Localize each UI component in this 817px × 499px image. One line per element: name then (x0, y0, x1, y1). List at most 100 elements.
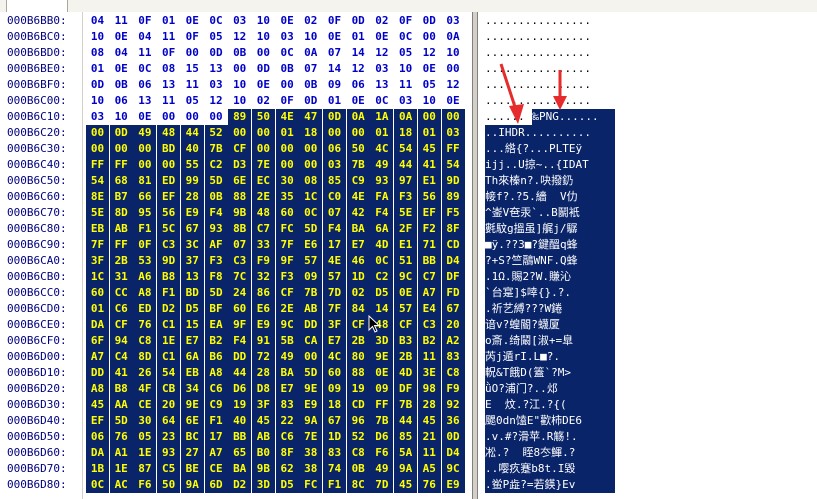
hex-byte[interactable]: DA (86, 445, 109, 461)
hex-byte[interactable]: 56 (417, 189, 441, 205)
hex-byte[interactable]: CE (133, 397, 157, 413)
hex-byte[interactable]: 67 (441, 301, 465, 317)
ascii-text-selected[interactable]: .v.#?滑苹.R觞!. (485, 429, 615, 445)
hex-byte[interactable]: 51 (394, 253, 418, 269)
hex-byte[interactable]: 0E (375, 30, 389, 43)
hex-byte[interactable]: 00 (417, 109, 441, 125)
hex-byte[interactable]: C7 (251, 221, 275, 237)
hex-byte[interactable]: F1 (323, 477, 346, 493)
hex-byte[interactable]: 7D (323, 285, 346, 301)
hex-byte[interactable]: C9 (204, 397, 228, 413)
hex-byte[interactable]: 00 (228, 125, 252, 141)
hex-byte[interactable]: 40 (228, 413, 252, 429)
hex-byte[interactable]: 0E (422, 62, 436, 75)
hex-byte[interactable]: 0F (161, 46, 176, 59)
hex-byte[interactable]: 3C (180, 237, 204, 253)
hex-byte[interactable]: DF (441, 269, 465, 285)
hex-pane[interactable]: 04 11 0F 01 0E 0C 03 10 0E 02 0F 0D 02 0F 0D 03 10 0E 04 11… (83, 12, 472, 499)
ascii-text-selected[interactable]: .鲎P歮?=若鍈}Ev (485, 477, 615, 493)
hex-byte[interactable]: 9E (180, 397, 204, 413)
hex-byte[interactable]: C6 (275, 429, 299, 445)
hex-byte[interactable]: 48 (251, 205, 275, 221)
hex-byte[interactable]: 13 (138, 94, 152, 107)
hex-byte[interactable]: 67 (180, 221, 204, 237)
hex-byte[interactable]: 00 (323, 125, 346, 141)
hex-byte[interactable]: 3F (86, 253, 109, 269)
hex-byte[interactable]: 97 (394, 173, 418, 189)
hex-byte[interactable]: CC (109, 285, 133, 301)
hex-byte[interactable]: 83 (275, 397, 299, 413)
ascii-text-selected[interactable]: ..嘤疚蹇b8t.I毀 (485, 461, 615, 477)
hex-byte[interactable]: 30 (275, 173, 299, 189)
hex-byte[interactable]: 38 (299, 445, 323, 461)
hex-byte[interactable]: 56 (157, 205, 181, 221)
hex-byte[interactable]: 9C (394, 269, 418, 285)
hex-byte[interactable]: F6 (370, 445, 394, 461)
hex-byte[interactable]: 6D (204, 477, 228, 493)
hex-byte[interactable]: 7B (204, 141, 228, 157)
hex-byte[interactable]: E9 (441, 477, 465, 493)
hex-byte[interactable]: DD (228, 349, 252, 365)
hex-byte[interactable]: F1 (157, 285, 181, 301)
hex-byte[interactable]: F4 (323, 221, 346, 237)
hex-byte[interactable]: 01 (90, 62, 105, 75)
hex-byte[interactable]: E9 (180, 205, 204, 221)
hex-byte[interactable]: 57 (394, 301, 418, 317)
hex-byte[interactable]: 01 (275, 125, 299, 141)
hex-byte[interactable]: 06 (138, 78, 152, 91)
hex-byte[interactable]: 09 (327, 78, 342, 91)
hex-byte[interactable]: 7B (346, 157, 370, 173)
hex-byte[interactable]: BA (228, 461, 252, 477)
hex-byte[interactable]: 9D (157, 253, 181, 269)
hex-byte[interactable]: FD (441, 285, 465, 301)
hex-byte[interactable]: 08 (299, 173, 323, 189)
hex-byte[interactable]: C4 (109, 349, 133, 365)
hex-byte[interactable]: 50 (157, 477, 181, 493)
hex-byte[interactable]: 13 (375, 78, 389, 91)
hex-byte[interactable]: FF (109, 157, 133, 173)
hex-byte[interactable]: 0E (394, 285, 418, 301)
hex-byte[interactable]: 05 (185, 94, 199, 107)
hex-byte[interactable]: 0D (422, 14, 436, 27)
hex-byte[interactable]: AB (109, 221, 133, 237)
hex-byte[interactable]: 50 (346, 141, 370, 157)
hex-byte[interactable]: 85 (323, 173, 346, 189)
hex-byte[interactable]: 65 (228, 445, 252, 461)
hex-byte[interactable]: 12 (446, 78, 460, 91)
hex-byte[interactable]: CF (109, 317, 133, 333)
hex-byte[interactable]: E7 (346, 237, 370, 253)
ascii-text[interactable]: ................ (485, 30, 591, 43)
hex-byte[interactable]: 0B (233, 46, 247, 59)
hex-byte[interactable]: 04 (90, 14, 105, 27)
hex-byte[interactable]: ED (133, 301, 157, 317)
hex-byte[interactable]: B8 (109, 381, 133, 397)
hex-byte[interactable]: 54 (441, 157, 465, 173)
hex-byte[interactable]: 50 (251, 109, 275, 125)
hex-byte[interactable]: 7D (370, 477, 394, 493)
hex-byte[interactable]: 03 (398, 94, 413, 107)
hex-byte[interactable]: D2 (157, 301, 181, 317)
hex-byte[interactable]: 9B (251, 461, 275, 477)
ascii-text-selected[interactable]: 颸0dn馌E"歡柿DE6 (485, 413, 615, 429)
hex-byte[interactable]: CA (299, 333, 323, 349)
hex-byte[interactable]: 60 (323, 365, 346, 381)
hex-byte[interactable]: 1A (370, 109, 394, 125)
hex-byte[interactable]: 10 (256, 14, 271, 27)
hex-byte[interactable]: 0D (304, 94, 318, 107)
hex-byte[interactable]: 03 (90, 110, 105, 123)
hex-byte[interactable]: 34 (180, 381, 204, 397)
hex-byte[interactable]: D6 (228, 381, 252, 397)
hex-byte[interactable]: 03 (446, 14, 460, 27)
hex-byte[interactable]: A7 (204, 445, 228, 461)
hex-byte[interactable]: 22 (275, 413, 299, 429)
hex-byte[interactable]: 21 (417, 429, 441, 445)
hex-byte[interactable]: 47 (299, 109, 323, 125)
hex-byte[interactable]: 00 (441, 109, 465, 125)
hex-byte[interactable]: 00 (280, 78, 294, 91)
hex-byte[interactable]: 85 (394, 429, 418, 445)
hex-byte[interactable]: 10 (114, 110, 128, 123)
hex-byte[interactable]: E1 (417, 173, 441, 189)
hex-byte[interactable]: 42 (346, 205, 370, 221)
hex-byte[interactable]: 01 (327, 94, 342, 107)
hex-byte[interactable]: C6 (204, 381, 228, 397)
